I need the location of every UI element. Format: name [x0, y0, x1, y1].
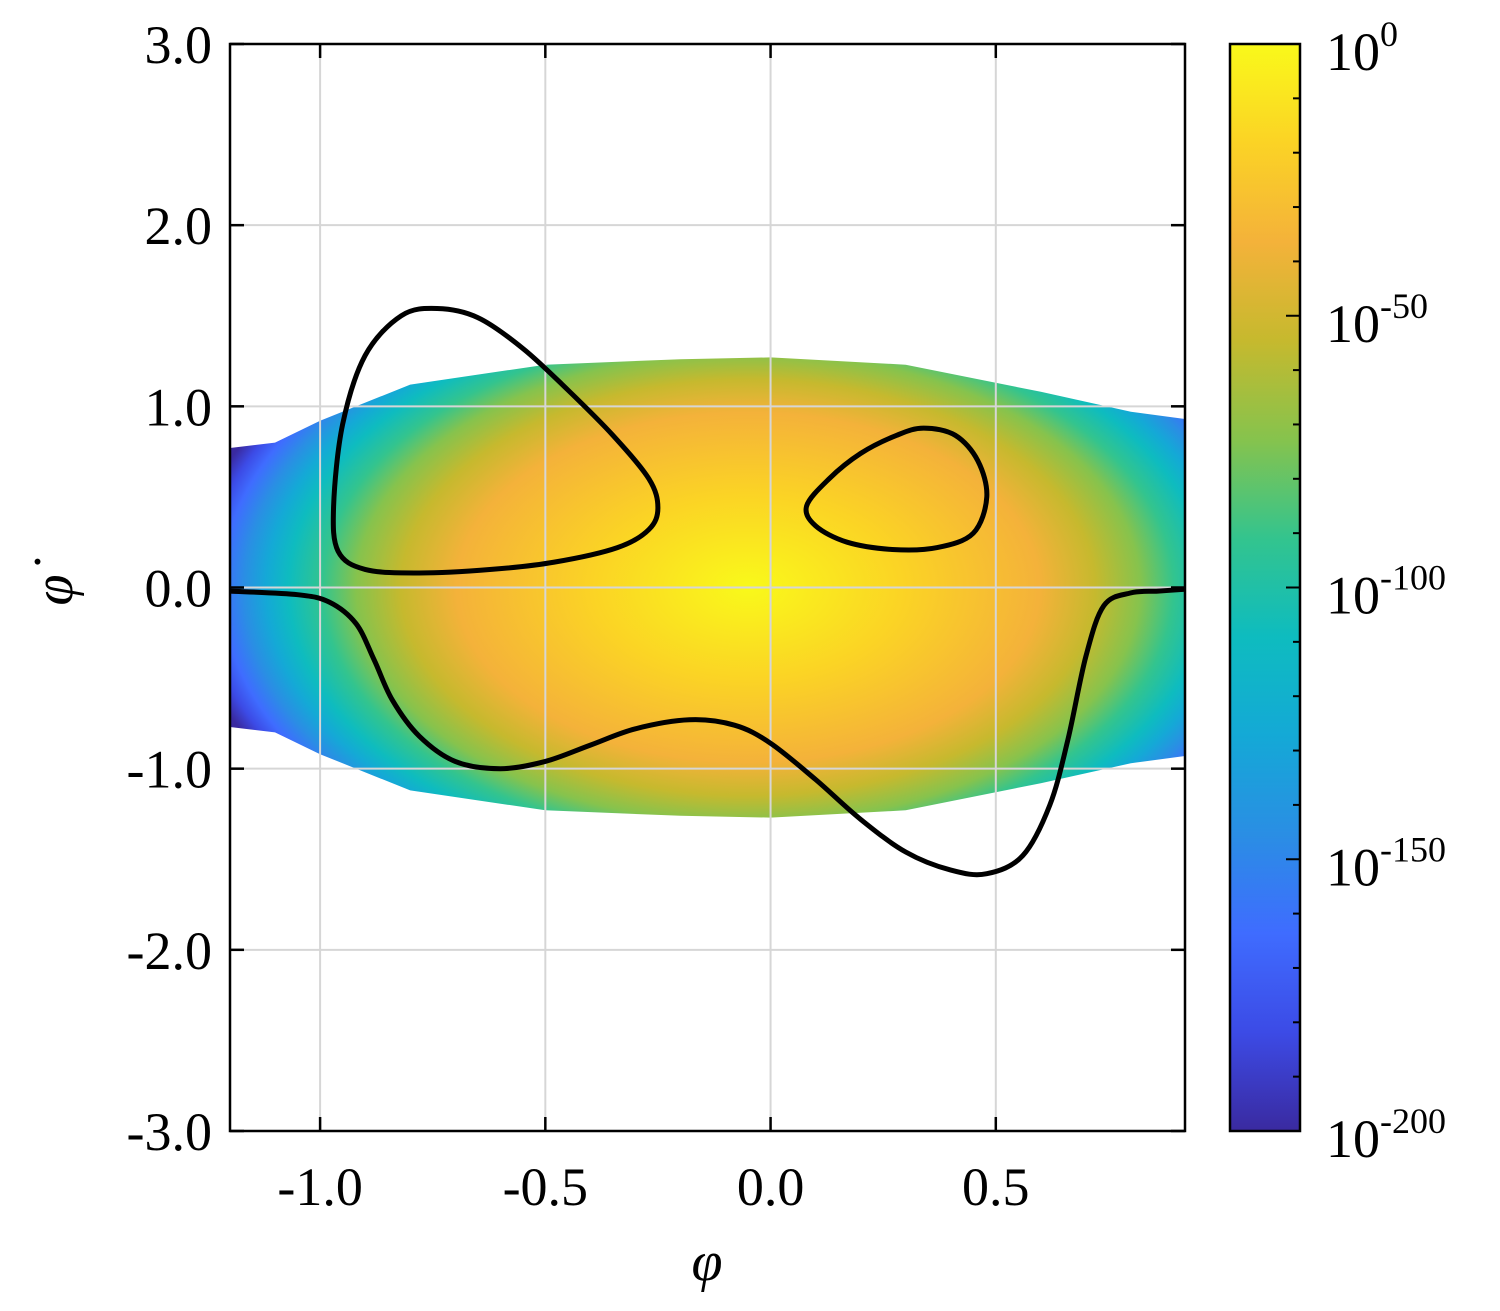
trajectory-curves	[230, 305, 1185, 878]
colorbar-ticks	[1286, 43, 1300, 1132]
colorbar-tick-label: 100	[1326, 14, 1398, 82]
trajectory-curve-2	[803, 425, 990, 553]
x-axis-label: φ	[692, 1231, 723, 1293]
grid-lines	[230, 43, 1185, 1132]
x-tick-label: -0.5	[503, 1157, 588, 1217]
x-tick-labels: -1.0 -0.5 0.0 0.5	[277, 1157, 1029, 1217]
colorbar-tick-label: 10-50	[1326, 286, 1428, 354]
colorbar-tick-label: 10-200	[1326, 1101, 1446, 1169]
y-tick-label: -3.0	[127, 1102, 212, 1162]
y-tick-label: -2.0	[127, 921, 212, 981]
y-tick-label: -1.0	[127, 740, 212, 800]
colorbar-tick-label: 10-150	[1326, 829, 1446, 897]
x-tick-label: -1.0	[277, 1157, 362, 1217]
trajectory-curve-3	[230, 586, 1185, 878]
y-axis-label: φ̇	[23, 559, 85, 606]
y-tick-label: 1.0	[145, 377, 213, 437]
colorbar-tick-labels: 100 10-50 10-100 10-150 10-200	[1326, 14, 1446, 1169]
y-tick-labels: 3.0 2.0 1.0 0.0 -1.0 -2.0 -3.0	[127, 15, 212, 1162]
colorbar: 100 10-50 10-100 10-150 10-200	[1228, 14, 1446, 1169]
y-tick-label: 2.0	[145, 196, 213, 256]
x-tick-label: 0.0	[737, 1157, 805, 1217]
y-tick-label: 3.0	[145, 15, 213, 75]
y-tick-label: 0.0	[145, 559, 213, 619]
axis-ticks	[230, 42, 1185, 1133]
x-tick-label: 0.5	[962, 1157, 1030, 1217]
trajectory-curve-1	[330, 305, 661, 576]
colorbar-tick-label: 10-100	[1326, 558, 1446, 626]
